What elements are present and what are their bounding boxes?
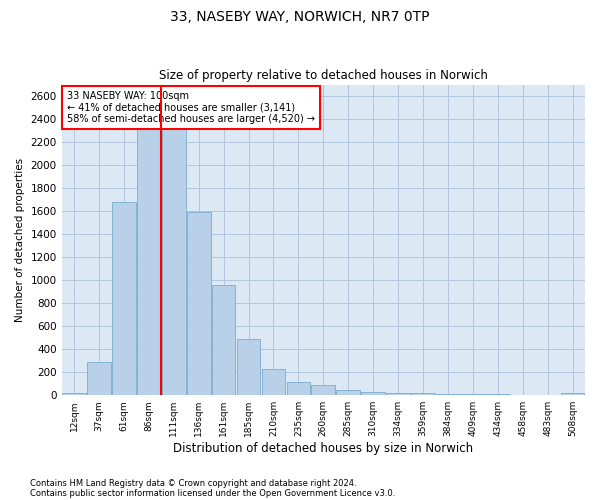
Bar bbox=[237, 339, 260, 395]
Bar bbox=[536, 394, 559, 395]
Bar bbox=[561, 393, 584, 395]
Bar bbox=[62, 393, 86, 395]
Bar bbox=[311, 385, 335, 395]
Bar bbox=[162, 119, 185, 395]
X-axis label: Distribution of detached houses by size in Norwich: Distribution of detached houses by size … bbox=[173, 442, 473, 455]
Text: Contains HM Land Registry data © Crown copyright and database right 2024.: Contains HM Land Registry data © Crown c… bbox=[30, 478, 356, 488]
Y-axis label: Number of detached properties: Number of detached properties bbox=[15, 158, 25, 322]
Bar bbox=[461, 394, 485, 395]
Bar bbox=[187, 212, 211, 395]
Bar bbox=[511, 394, 535, 395]
Bar bbox=[386, 393, 410, 395]
Bar bbox=[361, 392, 385, 395]
Text: 33 NASEBY WAY: 100sqm
← 41% of detached houses are smaller (3,141)
58% of semi-d: 33 NASEBY WAY: 100sqm ← 41% of detached … bbox=[67, 91, 315, 124]
Bar bbox=[287, 382, 310, 395]
Text: Contains public sector information licensed under the Open Government Licence v3: Contains public sector information licen… bbox=[30, 488, 395, 498]
Bar bbox=[87, 362, 111, 395]
Bar bbox=[486, 394, 509, 395]
Bar bbox=[212, 285, 235, 395]
Bar bbox=[262, 368, 286, 395]
Bar bbox=[436, 394, 460, 395]
Bar bbox=[337, 390, 360, 395]
Text: 33, NASEBY WAY, NORWICH, NR7 0TP: 33, NASEBY WAY, NORWICH, NR7 0TP bbox=[170, 10, 430, 24]
Bar bbox=[137, 117, 161, 395]
Bar bbox=[112, 202, 136, 395]
Bar bbox=[411, 393, 435, 395]
Title: Size of property relative to detached houses in Norwich: Size of property relative to detached ho… bbox=[159, 69, 488, 82]
